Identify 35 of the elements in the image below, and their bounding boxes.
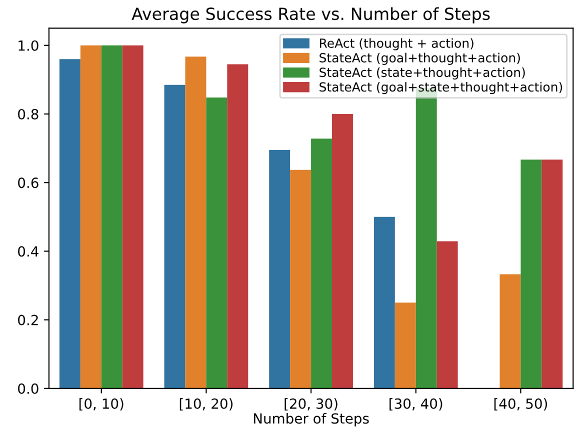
x-tick-label: [10, 20) — [180, 398, 233, 411]
bar — [101, 45, 122, 388]
y-tick-label: 0.4 — [18, 246, 38, 257]
bar — [185, 56, 206, 388]
bar — [122, 45, 144, 388]
x-axis-title: Number of Steps — [254, 412, 369, 426]
x-tick-label: [40, 50) — [494, 398, 548, 411]
legend-label: StateAct (goal+state+thought+action) — [320, 82, 562, 94]
bar — [436, 241, 458, 388]
bar — [332, 114, 353, 388]
chart-title: Average Success Rate vs. Number of Steps — [132, 7, 490, 24]
x-tick-label: [30, 40) — [390, 398, 442, 411]
bar — [269, 150, 290, 388]
bar — [290, 170, 312, 388]
bar — [80, 45, 102, 388]
bar — [542, 160, 563, 388]
bar — [164, 84, 186, 388]
bar — [311, 138, 332, 388]
y-tick-label: 0.8 — [18, 108, 38, 120]
legend-label: StateAct (state+thought+action) — [320, 67, 525, 80]
bar — [59, 59, 80, 388]
legend-label: ReAct (thought + action) — [320, 38, 474, 50]
x-tick-label: [20, 30) — [284, 398, 338, 411]
bar — [374, 216, 395, 388]
x-tick-label: [0, 10) — [79, 398, 124, 411]
y-tick-label: 1.0 — [18, 40, 38, 51]
bar — [394, 302, 416, 388]
y-tick-label: 0.6 — [18, 178, 38, 188]
bar — [500, 274, 521, 388]
bar — [206, 98, 228, 388]
bar — [227, 64, 248, 388]
bar — [520, 160, 542, 388]
legend-label: StateAct (goal+thought+action) — [320, 52, 520, 65]
y-tick-label: 0.2 — [18, 314, 38, 326]
y-tick-label: 0.0 — [18, 383, 38, 394]
